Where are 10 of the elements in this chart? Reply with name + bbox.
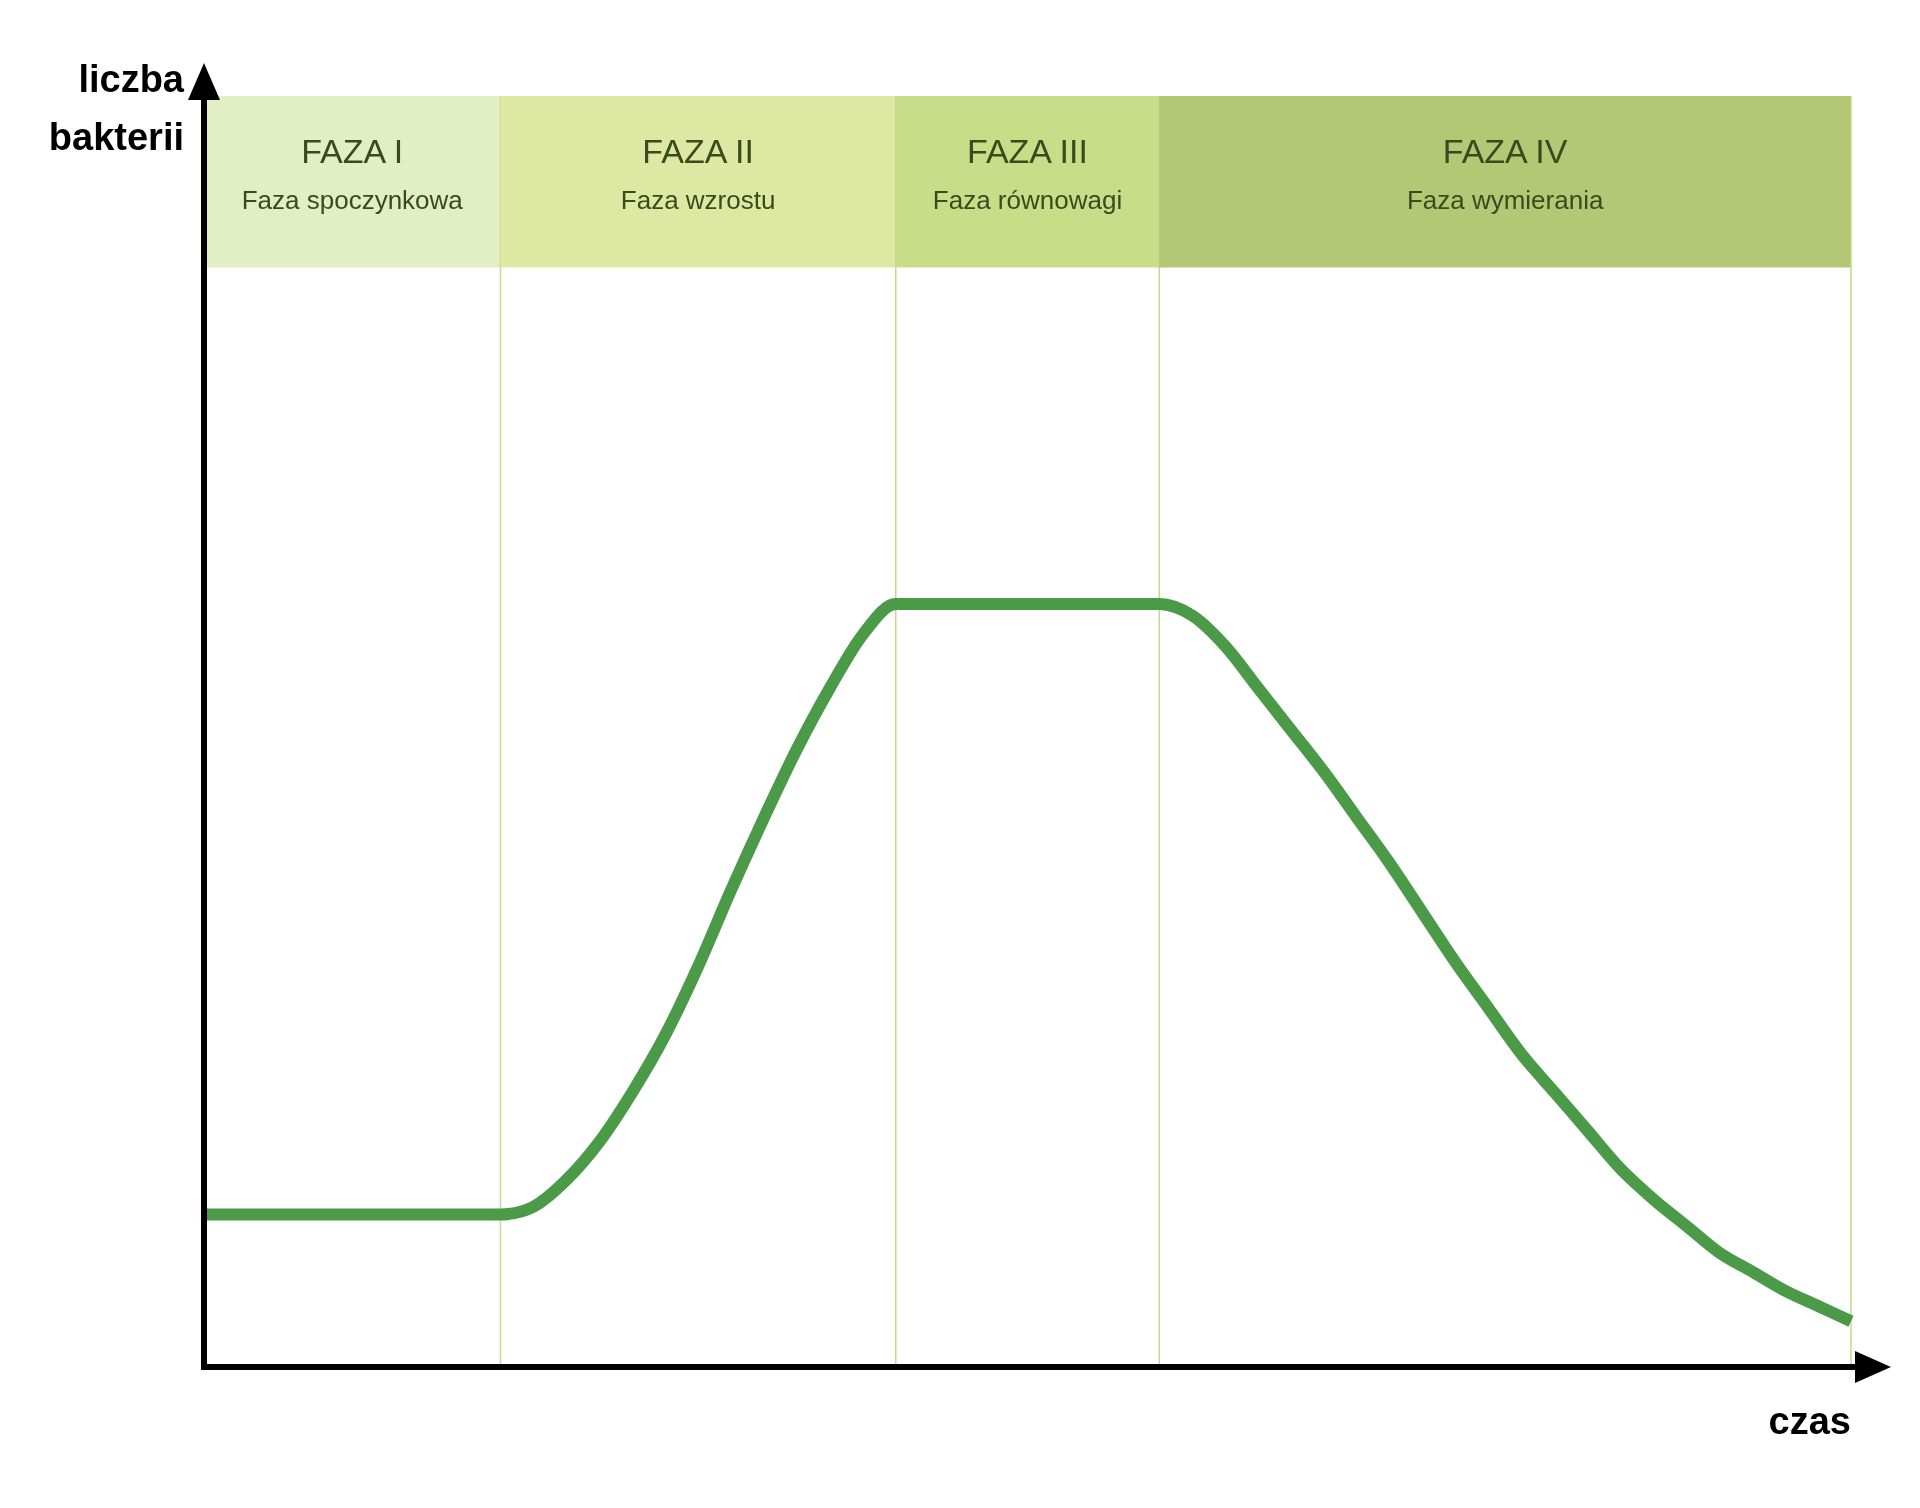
text: FAZA IV	[1442, 132, 1568, 171]
text: Faza wzrostu	[620, 185, 776, 216]
text: Faza równowagi	[932, 185, 1123, 216]
text: FAZA I	[301, 132, 404, 171]
text: liczba bakterii	[48, 58, 185, 159]
x-axis-title: czas	[1768, 1400, 1851, 1443]
text: FAZA III	[967, 132, 1088, 171]
text: FAZA II	[642, 132, 754, 171]
text: Faza wymierania	[1406, 185, 1604, 216]
text: Faza spoczynkowa	[241, 185, 464, 216]
